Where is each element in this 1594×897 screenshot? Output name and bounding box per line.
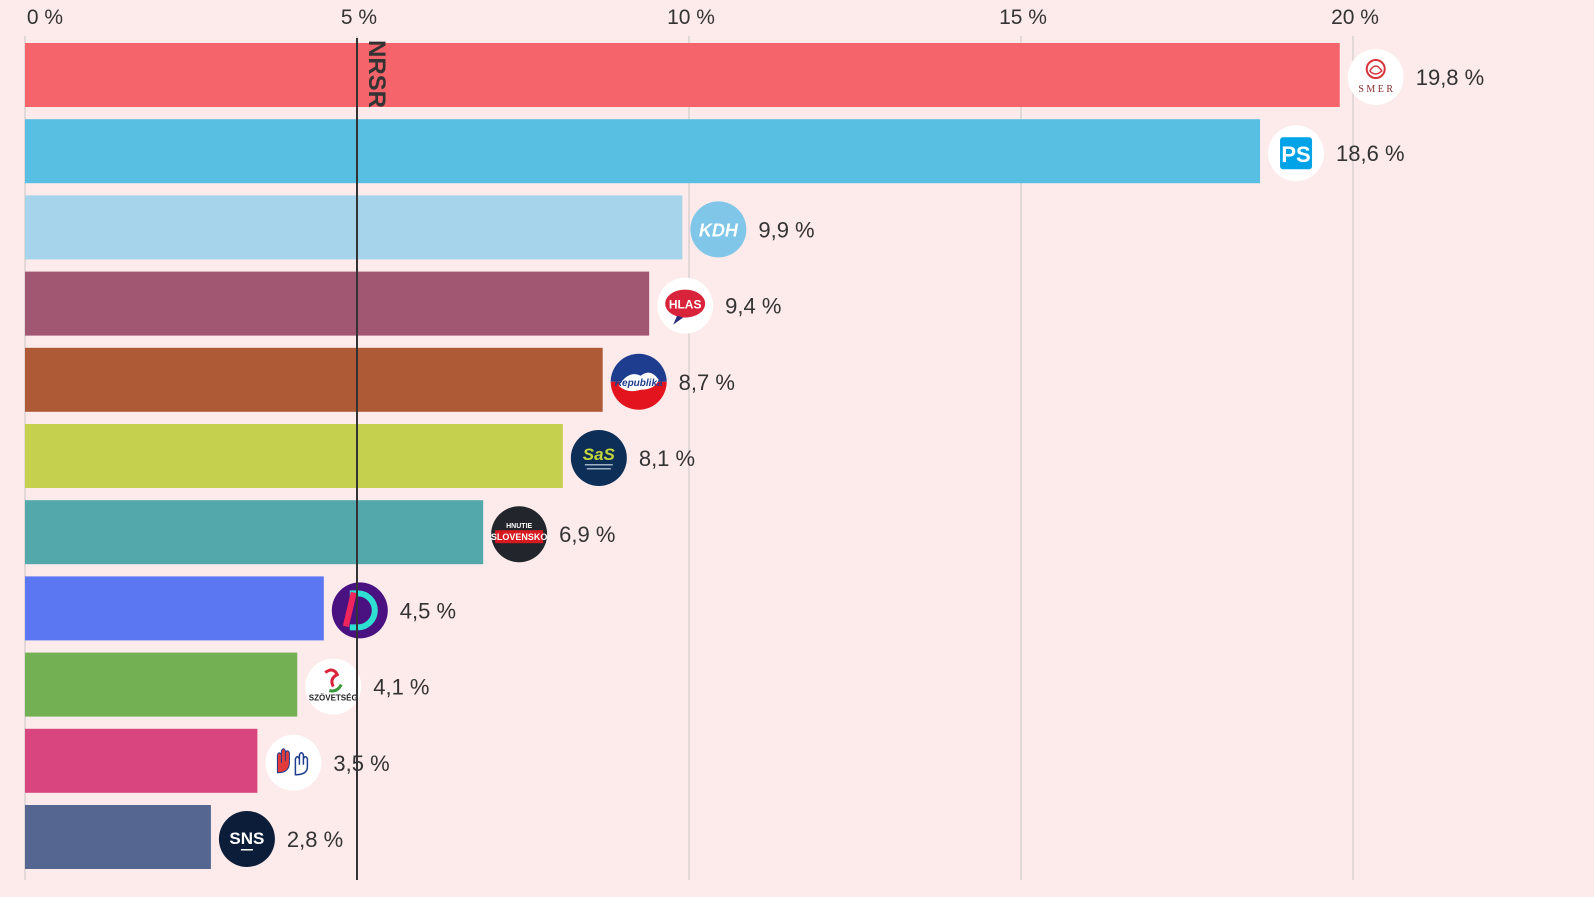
value-label: 8,7 %	[679, 370, 735, 395]
value-label: 6,9 %	[559, 522, 615, 547]
sns-logo-icon: SNS	[218, 811, 275, 867]
value-label: 4,1 %	[373, 675, 429, 700]
bar	[25, 43, 1340, 107]
value-label: 9,9 %	[758, 217, 814, 242]
value-label: 3,5 %	[333, 751, 389, 776]
demokrati-logo-icon	[331, 582, 388, 639]
sas-logo-icon: SaS	[570, 430, 627, 486]
bar	[25, 652, 298, 717]
svg-text:S M E R: S M E R	[1358, 84, 1393, 95]
bar	[25, 271, 650, 336]
bar	[25, 119, 1261, 184]
party-logos: S M E R PS KDH HLAS Republika SaS HNUTIE SLOVEN…	[218, 49, 1404, 867]
svg-text:SNS: SNS	[229, 829, 264, 848]
republika-logo-icon: Republika	[610, 353, 667, 410]
svg-text:HLAS: HLAS	[669, 298, 702, 312]
tick-label: 0 %	[27, 6, 63, 29]
bars	[25, 43, 1340, 869]
value-label: 18,6 %	[1336, 141, 1405, 166]
szovetseg-logo-icon: SZÖVETSÉG	[305, 658, 362, 715]
value-label: 8,1 %	[639, 446, 695, 471]
svg-text:SaS: SaS	[583, 445, 616, 464]
hlas-logo-icon: HLAS	[657, 277, 714, 334]
smer-rose-icon: S M E R	[1347, 49, 1404, 105]
svg-text:KDH: KDH	[699, 220, 739, 240]
bar	[25, 195, 683, 260]
value-label: 2,8 %	[287, 827, 343, 852]
bar	[25, 805, 211, 869]
threshold: NRSR	[356, 38, 390, 880]
svg-text:HNUTIE: HNUTIE	[506, 523, 532, 530]
tick-label: 5 %	[341, 6, 377, 29]
svg-text:PS: PS	[1281, 142, 1310, 167]
ps-logo-icon: PS	[1268, 125, 1325, 182]
x-axis-ticks: 0 % 5 % 10 % 15 % 20 %	[27, 6, 1379, 29]
hnutie-slovensko-logo-icon: HNUTIE SLOVENSKO	[491, 506, 548, 563]
bar	[25, 424, 563, 488]
tick-label: 10 %	[667, 6, 715, 29]
svg-text:SLOVENSKO: SLOVENSKO	[491, 532, 548, 542]
bar	[25, 500, 484, 565]
threshold-label: NRSR	[363, 40, 390, 108]
bar	[25, 728, 258, 793]
svg-text:Republika: Republika	[615, 378, 663, 389]
tick-label: 20 %	[1331, 6, 1379, 29]
bar	[25, 576, 324, 641]
kdh-logo-icon: KDH	[690, 201, 747, 258]
hands-logo-icon	[265, 734, 322, 791]
value-label: 9,4 %	[725, 294, 781, 319]
value-label: 4,5 %	[400, 598, 456, 623]
value-labels: 19,8 % 18,6 % 9,9 % 9,4 % 8,7 % 8,1 % 6,9 % 4,5…	[287, 65, 1484, 852]
svg-text:SZÖVETSÉG: SZÖVETSÉG	[309, 694, 358, 703]
value-label: 19,8 %	[1416, 65, 1485, 90]
tick-label: 15 %	[999, 6, 1047, 29]
bar	[25, 347, 603, 412]
